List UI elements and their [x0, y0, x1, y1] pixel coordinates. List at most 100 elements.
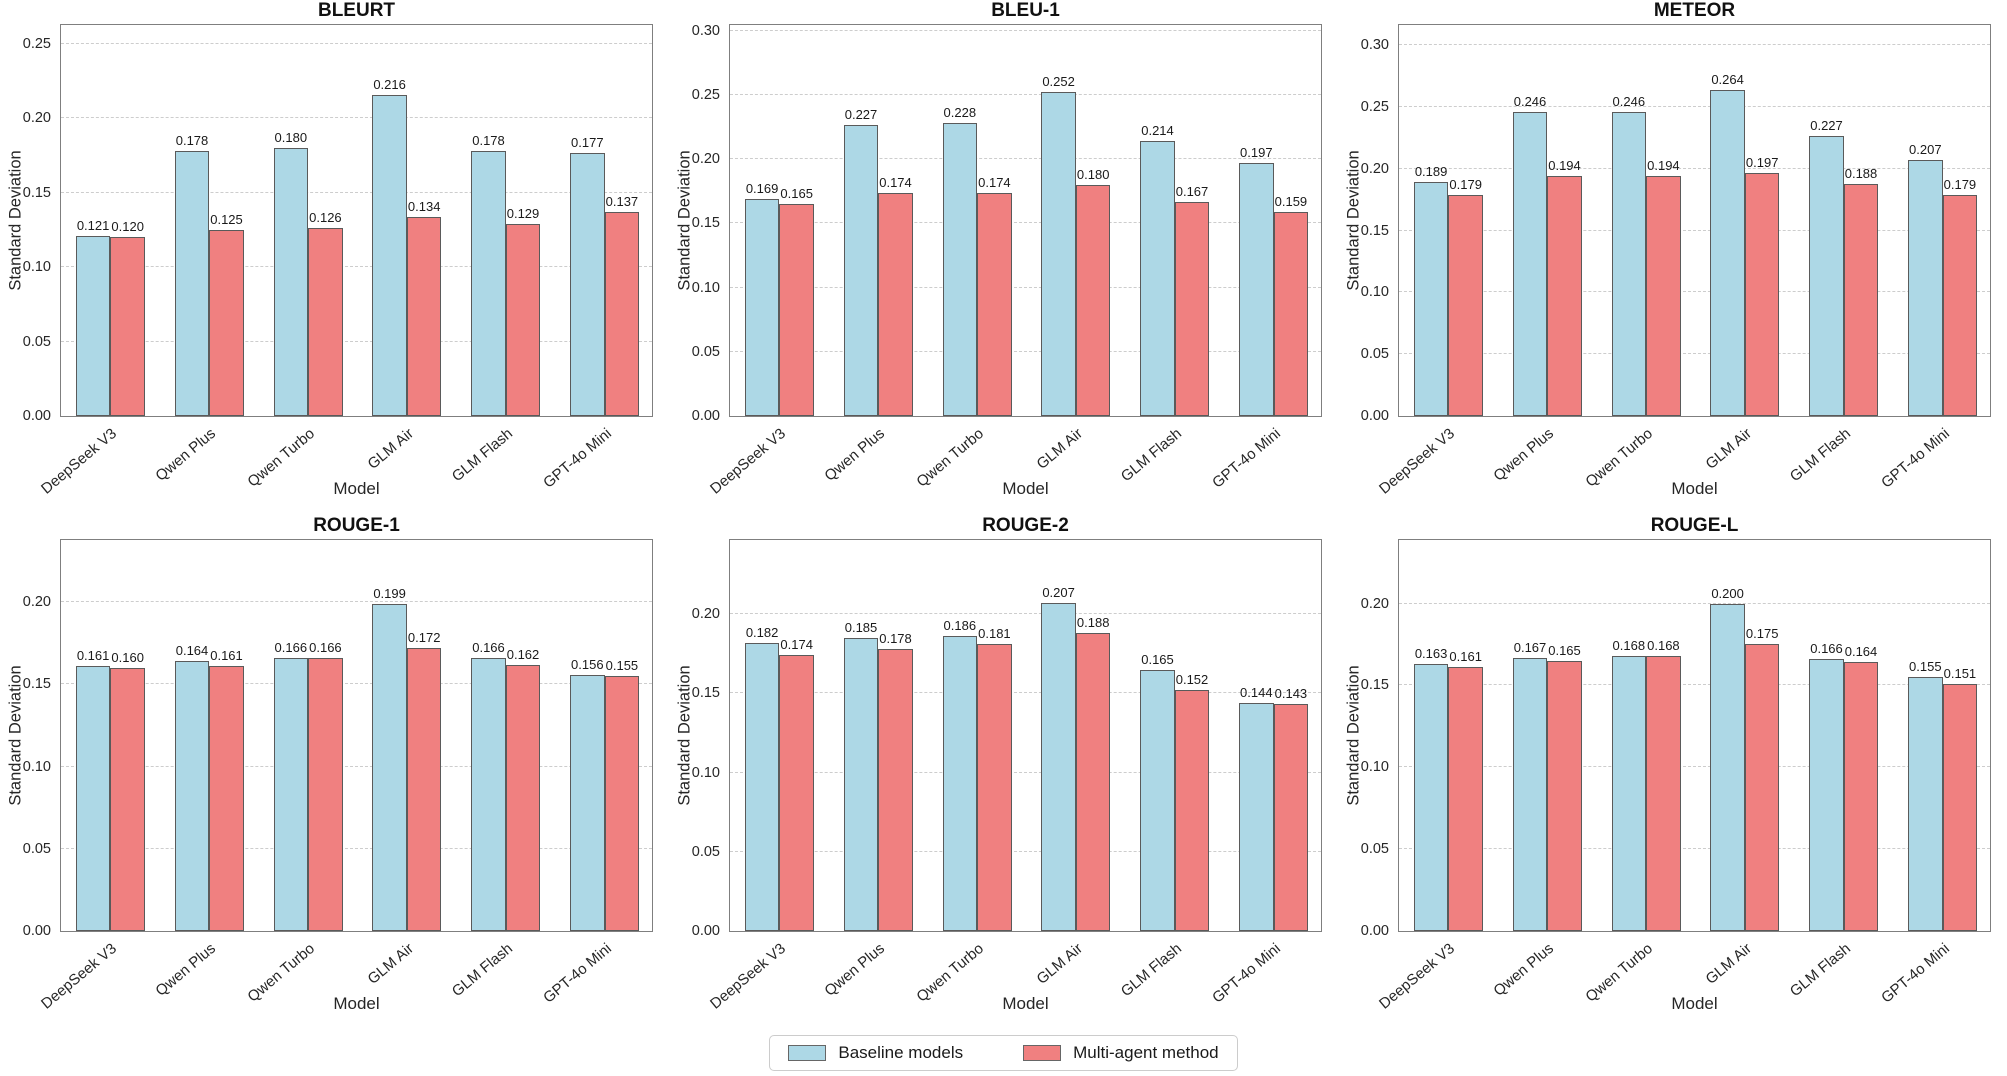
- gridline: [61, 765, 652, 767]
- bar-value-label: 0.207: [1909, 142, 1942, 158]
- bar-value-label: 0.194: [1548, 158, 1581, 174]
- bar-value-label: 0.188: [1844, 165, 1878, 181]
- bar-multi-agent-method: [1174, 201, 1210, 416]
- y-tick-label: 0.20: [691, 151, 720, 168]
- bar-value-label: 0.126: [309, 210, 342, 226]
- gridline: [1399, 684, 1990, 686]
- bar-multi-agent-method: [977, 192, 1012, 416]
- chart-panel-meteor: METEOR Standard Deviation 0.189 0.246 0.246 0…: [1338, 0, 2007, 515]
- bar-value-label: 0.165: [780, 186, 813, 202]
- bar-value-label: 0.180: [1076, 166, 1110, 182]
- chart-panel-rouge-2: ROUGE-2 Standard Deviation 0.182 0.185 0.186…: [669, 515, 1338, 1030]
- bar-baseline-models: [1041, 92, 1076, 416]
- bar-value-label: 0.174: [978, 174, 1011, 190]
- y-tick-label: 0.10: [22, 758, 51, 775]
- bar-baseline-models: [75, 235, 111, 416]
- bar-value-label: 0.264: [1711, 71, 1744, 87]
- bar-multi-agent-method: [1646, 655, 1681, 931]
- y-axis-label: Standard Deviation: [4, 24, 28, 417]
- y-tick-label: 0.25: [691, 86, 720, 103]
- legend-label: Multi-agent method: [1073, 1043, 1219, 1062]
- bar-multi-agent-method: [878, 192, 913, 416]
- y-tick-label: 0.05: [691, 343, 720, 360]
- bar-value-label: 0.160: [111, 649, 144, 665]
- bar-multi-agent-method: [505, 224, 541, 416]
- bar-value-label: 0.188: [1076, 615, 1110, 631]
- bar-baseline-models: [273, 658, 309, 931]
- y-tick-label: 0.20: [691, 606, 720, 623]
- bar-baseline-models: [1239, 702, 1274, 931]
- bar-value-label: 0.161: [1449, 649, 1482, 665]
- bar-value-label: 0.166: [1810, 641, 1843, 657]
- x-tick-label: GLM Air: [1702, 940, 1755, 988]
- x-tick-label: DeepSeek V3: [1376, 940, 1459, 1013]
- y-tick-label: 0.00: [691, 408, 720, 424]
- legend-entry-baseline: Baseline models: [788, 1043, 963, 1063]
- gridline: [730, 286, 1321, 288]
- bar-baseline-models: [744, 642, 780, 931]
- y-tick-label: 0.20: [22, 110, 51, 127]
- bar-baseline-models: [471, 658, 506, 931]
- bar-value-label: 0.152: [1175, 672, 1209, 688]
- y-tick-label: 0.15: [22, 676, 51, 693]
- bar-value-label: 0.179: [1943, 176, 1977, 192]
- bar-value-label: 0.161: [76, 648, 110, 664]
- bar-value-label: 0.167: [1513, 639, 1547, 655]
- bar-multi-agent-method: [406, 648, 442, 931]
- bar-value-label: 0.156: [571, 656, 604, 672]
- bar-value-label: 0.161: [210, 648, 243, 664]
- bar-value-label: 0.177: [571, 134, 604, 150]
- y-tick-label: 0.30: [1360, 37, 1389, 54]
- x-tick-label: Qwen Turbo: [244, 425, 319, 491]
- bar-baseline-models: [942, 123, 978, 416]
- bar-value-label: 0.172: [407, 630, 441, 646]
- bar-baseline-models: [1413, 664, 1449, 931]
- bar-baseline-models: [1140, 669, 1175, 931]
- x-tick-label: GLM Flash: [448, 940, 516, 1001]
- x-tick-label: GLM Flash: [1117, 940, 1185, 1001]
- bar-value-label: 0.159: [1274, 193, 1308, 209]
- gridline: [1399, 291, 1990, 293]
- bar-baseline-models: [1239, 163, 1274, 416]
- bar-value-label: 0.214: [1141, 123, 1174, 139]
- chart-title: ROUGE-1: [313, 515, 400, 536]
- gridline: [1399, 229, 1990, 231]
- bar-value-label: 0.175: [1745, 626, 1779, 642]
- y-tick-label: 0.05: [22, 333, 51, 350]
- x-tick-label: DeepSeek V3: [707, 425, 790, 498]
- bar-multi-agent-method: [1843, 662, 1879, 931]
- y-tick-label: 0.00: [691, 923, 720, 939]
- x-tick-label: GLM Flash: [448, 425, 516, 486]
- legend: Baseline models Multi-agent method: [769, 1035, 1238, 1071]
- bar-baseline-models: [273, 148, 309, 416]
- y-tick-label: 0.00: [22, 408, 51, 424]
- gridline: [1399, 106, 1990, 107]
- y-tick-label: 0.20: [22, 594, 51, 611]
- gridline: [61, 683, 652, 685]
- y-tick-label: 0.15: [1360, 222, 1389, 239]
- bar-multi-agent-method: [1942, 194, 1978, 416]
- bar-baseline-models: [372, 94, 407, 416]
- bar-baseline-models: [1611, 655, 1647, 931]
- y-tick-label: 0.15: [691, 215, 720, 232]
- bar-multi-agent-method: [308, 228, 343, 416]
- x-tick-label: Qwen Turbo: [1582, 425, 1657, 491]
- bar-value-label: 0.197: [1745, 154, 1779, 170]
- bar-value-label: 0.178: [175, 133, 209, 148]
- x-tick-label: Qwen Plus: [152, 940, 220, 1000]
- x-axis-label: Model: [1002, 994, 1049, 1013]
- bar-multi-agent-method: [110, 237, 145, 416]
- gridline: [61, 42, 652, 44]
- x-axis-label: Model: [333, 479, 380, 498]
- y-tick-label: 0.10: [1360, 284, 1389, 301]
- y-tick-label: 0.05: [1360, 841, 1389, 858]
- bar-value-label: 0.120: [111, 219, 144, 235]
- bar-baseline-models: [1809, 135, 1844, 416]
- bar-multi-agent-method: [209, 666, 244, 931]
- x-tick-label: GLM Air: [364, 425, 417, 473]
- bar-value-label: 0.168: [1647, 637, 1680, 653]
- x-tick-label: DeepSeek V3: [1376, 425, 1459, 498]
- bar-multi-agent-method: [110, 667, 145, 931]
- bar-baseline-models: [1512, 657, 1548, 931]
